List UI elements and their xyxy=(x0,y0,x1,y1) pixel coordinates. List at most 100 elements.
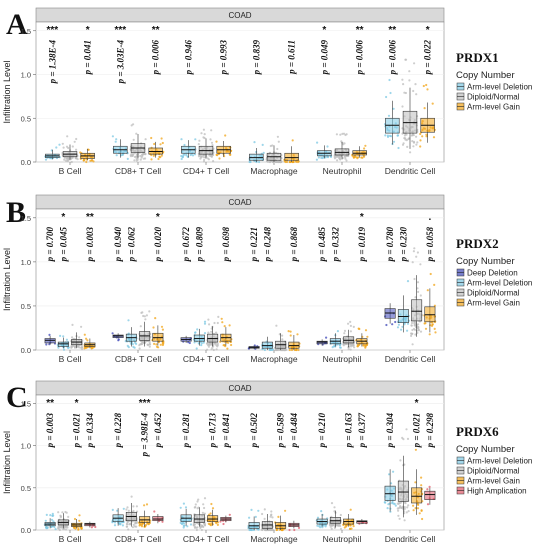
data-point xyxy=(422,84,425,88)
data-point xyxy=(403,137,406,140)
data-point xyxy=(45,513,48,517)
data-point xyxy=(414,333,417,336)
data-point xyxy=(196,500,199,503)
data-point xyxy=(203,506,206,510)
p-value-label: p = 0.221 xyxy=(249,227,259,262)
data-point xyxy=(141,155,144,158)
panel-c: C COAD 0.0 0.5 1.0 1.5 Infiltration Level B Cel… xyxy=(2,380,532,544)
data-point xyxy=(228,324,231,327)
data-point xyxy=(64,528,68,531)
x-category-label: Dendritic Cell xyxy=(385,354,436,364)
data-point xyxy=(355,156,358,159)
box-macrophage-arm-level-gain xyxy=(284,152,299,161)
data-point xyxy=(129,522,132,525)
data-point xyxy=(199,157,202,160)
data-point xyxy=(364,346,367,349)
data-point xyxy=(426,488,429,491)
x-category-label: Neutrophil xyxy=(323,534,362,544)
data-point xyxy=(363,147,366,150)
data-point xyxy=(45,343,48,346)
data-point xyxy=(342,143,345,146)
data-point xyxy=(330,502,334,505)
data-point xyxy=(401,105,404,108)
plot-area xyxy=(35,208,445,351)
data-point xyxy=(426,289,429,292)
strip-title: COAD xyxy=(228,384,251,393)
data-point xyxy=(400,328,403,331)
data-point xyxy=(432,136,436,139)
data-point xyxy=(275,324,278,327)
x-category-label: Macrophage xyxy=(250,354,298,364)
data-point xyxy=(63,158,66,161)
data-point xyxy=(364,144,367,147)
data-point xyxy=(155,345,159,348)
x-category-label: CD8+ T Cell xyxy=(115,166,161,176)
significance-stars: * xyxy=(61,212,65,223)
data-point xyxy=(44,519,47,522)
data-point xyxy=(126,506,129,509)
data-point xyxy=(216,523,219,527)
data-point xyxy=(405,428,408,431)
p-value-label: p = 0.019 xyxy=(357,227,367,263)
data-point xyxy=(133,346,136,349)
data-point xyxy=(416,281,420,284)
data-point xyxy=(338,157,341,160)
data-point xyxy=(130,341,133,344)
data-point xyxy=(200,528,203,532)
data-point xyxy=(271,528,274,532)
data-point xyxy=(335,133,338,136)
data-point xyxy=(196,507,199,510)
data-point xyxy=(350,345,353,348)
data-point xyxy=(293,528,296,532)
data-point xyxy=(135,132,138,135)
x-category-label: Neutrophil xyxy=(323,166,362,176)
data-point xyxy=(161,328,164,331)
data-point xyxy=(153,510,156,513)
data-point xyxy=(62,348,66,351)
significance-stars: ** xyxy=(46,398,54,409)
data-point xyxy=(73,517,77,521)
data-point xyxy=(161,520,164,523)
data-point xyxy=(421,135,424,138)
data-point xyxy=(138,523,142,526)
data-point xyxy=(206,348,209,351)
significance-stars: *** xyxy=(114,25,126,36)
data-point xyxy=(148,522,151,525)
panel-letter: C xyxy=(6,381,28,414)
p-value-label: p = 0.281 xyxy=(181,413,191,448)
data-point xyxy=(51,512,54,516)
data-point xyxy=(111,508,114,511)
data-point xyxy=(203,332,207,335)
data-point xyxy=(423,322,426,325)
data-point xyxy=(415,255,418,258)
p-value-label: p = 0.611 xyxy=(287,40,297,75)
data-point xyxy=(271,516,274,519)
data-point xyxy=(398,517,401,520)
data-point xyxy=(133,525,137,528)
data-point xyxy=(85,337,88,340)
data-point xyxy=(62,146,65,149)
p-value-label: p = 0.020 xyxy=(153,227,163,263)
data-point xyxy=(431,323,434,326)
data-point xyxy=(339,527,343,531)
data-point xyxy=(144,138,147,141)
data-point xyxy=(345,159,348,162)
data-point xyxy=(353,346,356,349)
data-point xyxy=(76,158,79,161)
y-tick-label: 0.0 xyxy=(21,526,31,535)
data-point xyxy=(215,140,218,143)
data-point xyxy=(386,134,389,137)
data-point xyxy=(208,323,211,326)
data-point xyxy=(250,508,253,511)
data-point xyxy=(388,473,391,476)
data-point xyxy=(66,157,69,160)
legend-title: Copy Number xyxy=(456,70,515,81)
data-point xyxy=(181,522,184,525)
data-point xyxy=(362,154,365,157)
data-point xyxy=(223,155,226,158)
data-point xyxy=(188,341,191,345)
data-point xyxy=(157,157,160,161)
legend-label: High Amplication xyxy=(467,487,527,496)
data-point xyxy=(64,510,67,514)
data-point xyxy=(125,508,128,511)
